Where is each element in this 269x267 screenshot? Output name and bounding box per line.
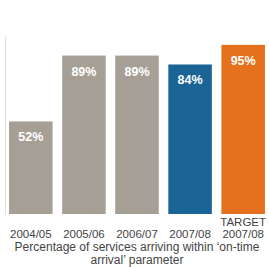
bar xyxy=(115,56,159,214)
bar xyxy=(62,56,106,214)
x-tick: 2006/07 xyxy=(116,214,158,240)
x-axis-title: Percentage of services arriving within ‘… xyxy=(15,240,260,267)
bar xyxy=(168,64,212,214)
x-tick: 2004/05 xyxy=(10,214,52,240)
x-tick-label: 2005/06 xyxy=(63,228,105,240)
data-labels: 52% 89% 89% 84% 95% xyxy=(18,54,255,145)
chart: 52% 89% 89% 84% 95% 2004/05 2005/06 2006/07 2007… xyxy=(0,0,269,267)
x-axis: 2004/05 2005/06 2006/07 2007/08 TARGET2007/0… xyxy=(10,214,266,240)
y-axis-line xyxy=(5,37,6,215)
data-label: 89% xyxy=(71,65,96,79)
bar xyxy=(9,121,53,214)
x-tick: 2007/08 xyxy=(169,214,211,240)
x-tick: TARGET2007/08 xyxy=(220,214,266,240)
x-tick: 2005/06 xyxy=(63,214,105,240)
bar xyxy=(221,45,265,214)
x-tick-label: TARGET2007/08 xyxy=(220,216,266,240)
data-label: 84% xyxy=(178,73,203,87)
y-axis xyxy=(5,37,6,215)
x-tick-label: 2006/07 xyxy=(116,228,158,240)
data-label: 89% xyxy=(124,65,149,79)
x-tick-label: 2007/08 xyxy=(169,228,211,240)
data-label: 95% xyxy=(231,54,256,68)
bars xyxy=(9,45,265,214)
x-tick-label: 2004/05 xyxy=(10,228,52,240)
data-label: 52% xyxy=(18,130,43,144)
